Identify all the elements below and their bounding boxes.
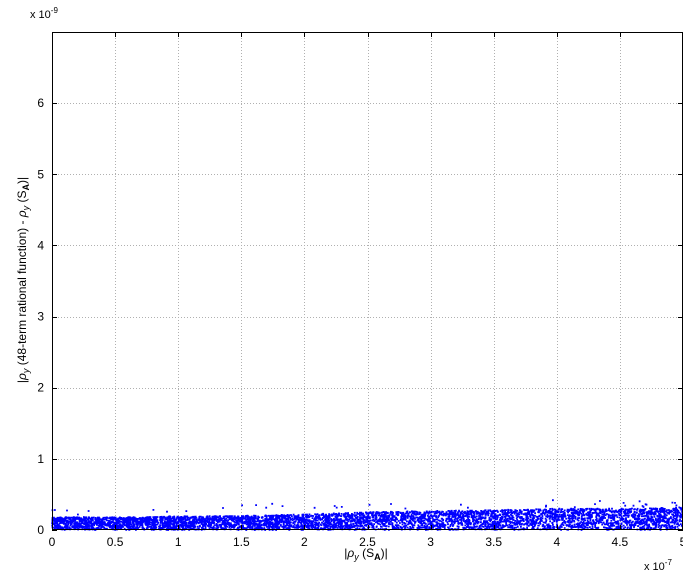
grid-lines — [52, 32, 683, 530]
y-tick-label: 1 — [37, 452, 44, 466]
y-axis-label: |ρy (48-term rational function) - ρy (SA… — [15, 177, 31, 383]
x-tick-label: 3.5 — [485, 535, 502, 549]
y-tick-label: 2 — [37, 381, 44, 395]
x-tick-label: 4 — [553, 535, 560, 549]
y-exponent-label: x 10-9 — [30, 6, 58, 21]
y-tick-label: 0 — [37, 523, 44, 537]
x-tick-label: 0 — [49, 535, 56, 549]
data-points — [51, 499, 683, 531]
y-tick-label: 6 — [37, 96, 44, 110]
y-tick-label: 3 — [37, 310, 44, 324]
plot-area — [52, 32, 683, 530]
x-tick-label: 4.5 — [612, 535, 629, 549]
x-exponent-label: x 10-7 — [644, 558, 672, 573]
x-tick-label: 2 — [301, 535, 308, 549]
y-tick-label: 4 — [37, 238, 44, 252]
y-tick-label: 5 — [37, 167, 44, 181]
x-axis-label: |ρy (SA)| — [344, 546, 387, 562]
axis-ticks: 0 0.5 1 1.5 2 2.5 3 3.5 4 4.5 5 0 1 2 3 4 5 6 — [37, 32, 683, 549]
x-tick-label: 0.5 — [107, 535, 124, 549]
x-tick-label: 3 — [427, 535, 434, 549]
x-tick-label: 2.5 — [359, 535, 376, 549]
x-tick-label: 1 — [175, 535, 182, 549]
x-tick-label: 1.5 — [233, 535, 250, 549]
x-tick-label: 5 — [680, 535, 683, 549]
scatter-points — [51, 499, 683, 531]
